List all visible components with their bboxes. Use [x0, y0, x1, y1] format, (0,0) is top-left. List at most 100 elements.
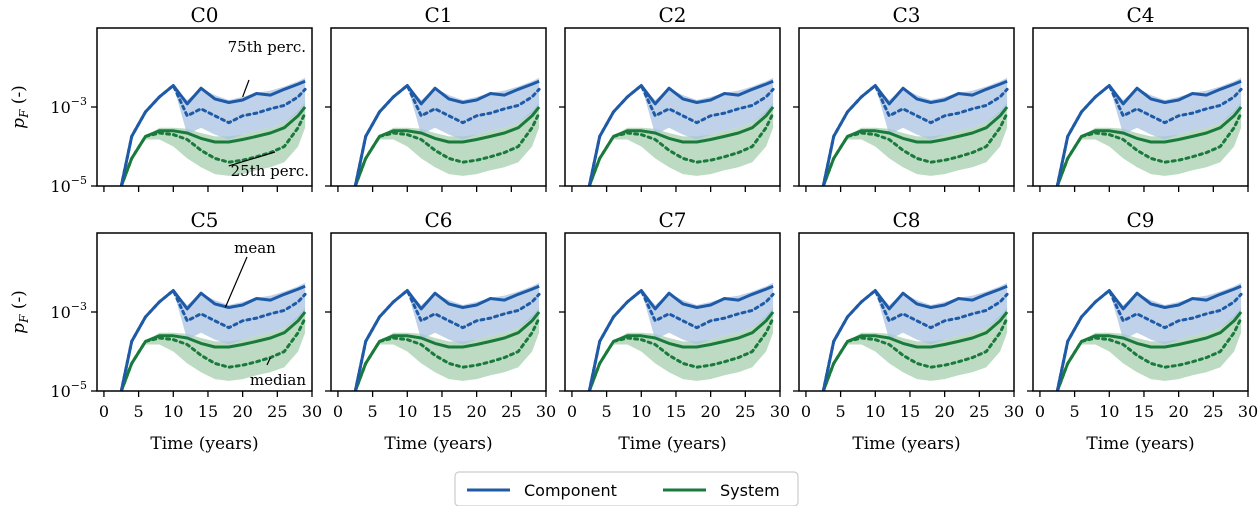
x-tick-label: 0	[801, 402, 811, 421]
plot-area	[119, 282, 307, 391]
plot-area	[821, 282, 1009, 391]
panel-c8: C8 0 5 10 15 20 25 30 Time (years)	[793, 208, 1024, 454]
system-mean-line	[353, 311, 541, 391]
system-mean-line	[587, 106, 775, 186]
y-axis-label: pF (-)	[9, 85, 31, 129]
x-axis-label: Time (years)	[384, 434, 492, 454]
legend: Component System	[454, 471, 799, 506]
y-tick-label: 10−5	[50, 174, 87, 196]
component-band	[1057, 77, 1242, 186]
x-axis-label: Time (years)	[618, 434, 726, 454]
component-mean-line	[353, 79, 540, 186]
panel-title: C2	[658, 3, 686, 27]
component-mean-line	[119, 284, 306, 391]
x-tick-label: 20	[232, 402, 252, 421]
component-band	[823, 282, 1008, 391]
plot-area	[821, 77, 1009, 186]
annotation-mean: mean	[234, 239, 276, 257]
plot-area	[1055, 282, 1243, 391]
component-mean-line	[353, 284, 540, 391]
system-band	[823, 102, 1008, 186]
x-tick-label: 30	[770, 402, 790, 421]
system-band	[121, 307, 306, 391]
panel-c7: C7 0 5 10 15 20 25 30 Time (years)	[559, 208, 790, 454]
panel-c6: C6 0 5 10 15 20 25 30 Time (years)	[325, 208, 556, 454]
x-axis-label: Time (years)	[852, 434, 960, 454]
system-mean-line	[587, 311, 775, 391]
x-tick-label: 0	[567, 402, 577, 421]
annotation-median-pointer	[266, 357, 271, 366]
component-band	[121, 282, 306, 391]
panel-c5: C5 10−3 10−5 0 5 10 15 20 25 30 Time (years) pF (-)…	[9, 208, 322, 454]
component-mean-line	[587, 79, 774, 186]
x-tick-label: 15	[432, 402, 452, 421]
x-tick-label: 25	[735, 402, 755, 421]
x-tick-label: 0	[333, 402, 343, 421]
panel-title: C9	[1126, 208, 1154, 232]
x-tick-label: 25	[1203, 402, 1223, 421]
y-tick-label: 10−3	[50, 300, 87, 322]
x-tick-label: 5	[368, 402, 378, 421]
annotation-mean-pointer	[224, 256, 248, 308]
system-band	[589, 102, 774, 186]
component-mean-line	[1055, 79, 1242, 186]
x-tick-label: 15	[198, 402, 218, 421]
y-tick-label: 10−3	[50, 95, 87, 117]
annotation-75th: 75th perc.	[228, 38, 306, 56]
system-band	[589, 307, 774, 391]
panel-title: C3	[892, 3, 920, 27]
panel-title: C0	[190, 3, 218, 27]
component-band	[1057, 282, 1242, 391]
annotation-25th: 25th perc.	[231, 162, 309, 180]
x-tick-label: 10	[163, 402, 183, 421]
system-mean-line	[1055, 106, 1243, 186]
plot-area	[119, 77, 307, 186]
component-band	[589, 282, 774, 391]
x-tick-label: 5	[836, 402, 846, 421]
x-tick-label: 15	[900, 402, 920, 421]
system-mean-line	[119, 106, 307, 186]
component-band	[355, 282, 540, 391]
system-mean-line	[821, 311, 1009, 391]
x-tick-label: 30	[1238, 402, 1258, 421]
system-band	[1057, 102, 1242, 186]
component-band	[121, 77, 306, 186]
x-tick-label: 10	[865, 402, 885, 421]
plot-area	[353, 77, 541, 186]
x-tick-label: 20	[466, 402, 486, 421]
x-tick-label: 0	[99, 402, 109, 421]
component-band	[589, 77, 774, 186]
panel-c4: C4	[1027, 3, 1249, 192]
component-mean-line	[821, 284, 1008, 391]
x-axis-label: Time (years)	[150, 434, 258, 454]
x-axis-label: Time (years)	[1086, 434, 1194, 454]
panel-c0: C0 10−3 10−5 pF (-) 75th perc. 25th perc.	[9, 3, 313, 196]
system-mean-line	[119, 311, 307, 391]
plot-area	[587, 282, 775, 391]
legend-component-label: Component	[524, 481, 617, 500]
annotation-25th-pointer	[228, 151, 276, 167]
legend-box	[454, 471, 799, 506]
panel-title: C4	[1126, 3, 1154, 27]
component-band	[355, 77, 540, 186]
y-axis-label: pF (-)	[9, 290, 31, 334]
component-mean-line	[1055, 284, 1242, 391]
system-band	[355, 307, 540, 391]
x-tick-label: 25	[267, 402, 287, 421]
component-mean-line	[587, 284, 774, 391]
component-band	[823, 77, 1008, 186]
plot-area	[587, 77, 775, 186]
x-tick-label: 10	[1099, 402, 1119, 421]
panel-c3: C3	[793, 3, 1015, 192]
x-tick-label: 15	[666, 402, 686, 421]
y-tick-label: 10−5	[50, 379, 87, 401]
annotation-median: median	[250, 371, 306, 389]
x-tick-label: 20	[700, 402, 720, 421]
x-tick-label: 30	[536, 402, 556, 421]
x-tick-label: 30	[302, 402, 322, 421]
x-tick-label: 0	[1035, 402, 1045, 421]
system-mean-line	[1055, 311, 1243, 391]
panel-c2: C2	[559, 3, 781, 192]
plot-area	[1055, 77, 1243, 186]
